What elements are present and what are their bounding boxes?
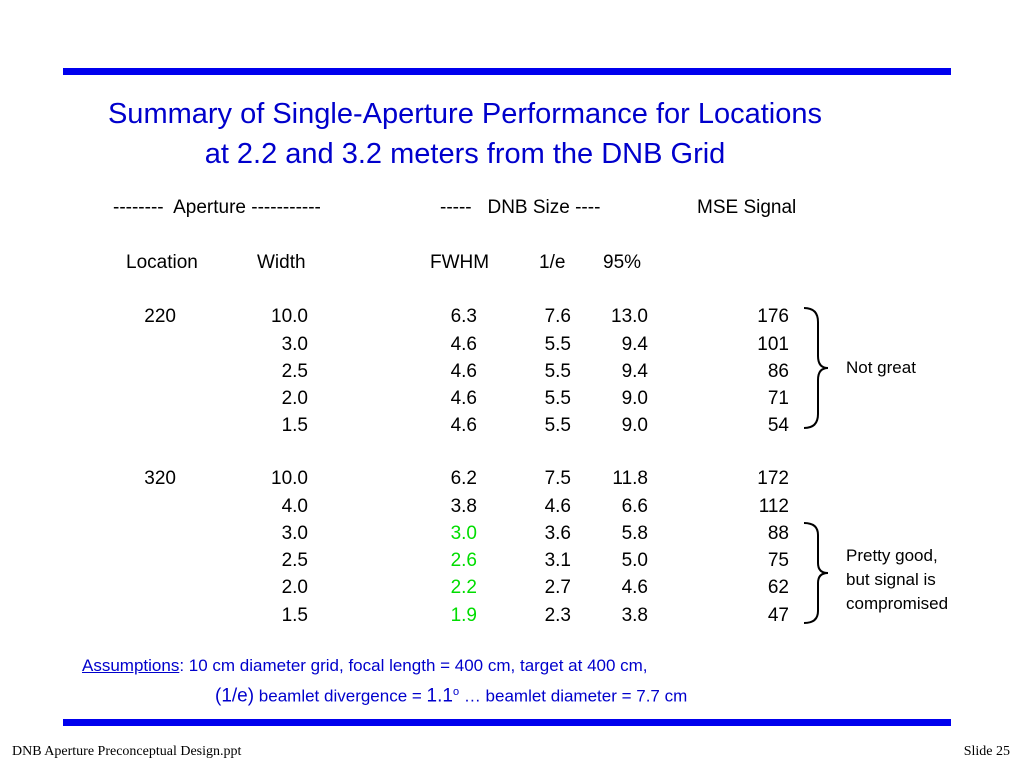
cell-mse: 101 (757, 334, 789, 355)
cell-p95: 11.8 (612, 468, 648, 489)
cell-fwhm: 4.6 (450, 415, 477, 436)
cell-mse: 47 (767, 605, 789, 626)
cell-fwhm: 2.2 (450, 577, 477, 598)
cell-width: 10.0 (271, 306, 308, 327)
cell-mse: 86 (767, 361, 789, 382)
cell-one-e: 5.5 (544, 361, 571, 382)
cell-width: 1.5 (281, 415, 308, 436)
cell-p95: 13.0 (611, 306, 648, 327)
col-header-1e: 1/e (539, 252, 566, 273)
cell-mse: 172 (757, 468, 789, 489)
assumptions-line-1: Assumptions: 10 cm diameter grid, focal … (82, 654, 648, 678)
cell-one-e: 2.7 (544, 577, 571, 598)
cell-fwhm: 4.6 (450, 361, 477, 382)
cell-fwhm: 3.8 (450, 496, 477, 517)
cell-fwhm: 2.6 (450, 550, 477, 571)
cell-p95: 5.8 (621, 523, 648, 544)
assumptions-text-2: beamlet divergence = (254, 686, 427, 706)
cell-width: 3.0 (281, 334, 308, 355)
cell-fwhm: 6.3 (450, 306, 477, 327)
header-mse-signal: MSE Signal (697, 197, 797, 218)
cell-fwhm: 1.9 (450, 605, 477, 626)
col-header-width: Width (257, 252, 306, 273)
cell-mse: 88 (767, 523, 789, 544)
slide-title: Summary of Single-Aperture Performance f… (0, 94, 930, 174)
cell-p95: 3.8 (621, 605, 648, 626)
cell-mse: 62 (767, 577, 789, 598)
cell-fwhm: 3.0 (450, 523, 477, 544)
header-aperture: -------- Aperture ----------- (113, 197, 321, 218)
cell-one-e: 7.5 (544, 468, 571, 489)
cell-fwhm: 4.6 (450, 388, 477, 409)
col-header-location: Location (126, 252, 198, 273)
cell-mse: 71 (767, 388, 789, 409)
assumptions-divergence-value: 1.1 (426, 685, 453, 707)
cell-one-e: 2.3 (544, 605, 571, 626)
assumptions-divergence-unit: (1/e) (215, 685, 255, 707)
cell-fwhm: 4.6 (450, 334, 477, 355)
cell-p95: 4.6 (621, 577, 648, 598)
header-dnb-size: ----- DNB Size ---- (440, 197, 601, 218)
title-line-1: Summary of Single-Aperture Performance f… (107, 98, 823, 130)
cell-one-e: 5.5 (544, 415, 571, 436)
cell-p95: 9.0 (621, 415, 648, 436)
cell-p95: 9.4 (621, 361, 648, 382)
brace-not-great (803, 307, 829, 429)
cell-width: 2.5 (281, 361, 308, 382)
col-header-fwhm: FWHM (430, 252, 490, 273)
assumptions-label: Assumptions (82, 656, 180, 675)
cell-p95: 5.0 (621, 550, 648, 571)
cell-mse: 112 (758, 496, 789, 517)
note-pretty-good: Pretty good, but signal is compromised (846, 544, 948, 616)
cell-one-e: 5.5 (544, 388, 571, 409)
cell-width: 2.0 (281, 388, 308, 409)
cell-width: 3.0 (281, 523, 308, 544)
cell-mse: 176 (757, 306, 789, 327)
assumptions-text-3: … beamlet diameter = 7.7 cm (459, 686, 688, 706)
cell-one-e: 3.1 (544, 550, 571, 571)
cell-one-e: 3.6 (544, 523, 571, 544)
footer-slide-number: Slide 25 (963, 744, 1010, 759)
cell-p95: 6.6 (621, 496, 648, 517)
cell-one-e: 7.6 (544, 306, 571, 327)
cell-fwhm: 6.2 (450, 468, 477, 489)
title-line-2: at 2.2 and 3.2 meters from the DNB Grid (204, 138, 726, 170)
top-rule (63, 68, 951, 75)
cell-width: 1.5 (281, 605, 308, 626)
assumptions-line-2: (1/e) beamlet divergence = 1.1o … beamle… (215, 680, 687, 709)
cell-width: 10.0 (271, 468, 308, 489)
note-pretty-good-line-3: compromised (846, 594, 949, 613)
cell-mse: 75 (767, 550, 789, 571)
note-pretty-good-line-2: but signal is (846, 570, 936, 589)
col-header-95: 95% (603, 252, 642, 273)
bottom-rule (63, 719, 951, 726)
cell-mse: 54 (767, 415, 789, 436)
cell-p95: 9.0 (621, 388, 648, 409)
cell-width: 4.0 (281, 496, 308, 517)
cell-one-e: 5.5 (544, 334, 571, 355)
brace-pretty-good (803, 522, 829, 624)
cell-p95: 9.4 (621, 334, 648, 355)
cell-one-e: 4.6 (544, 496, 571, 517)
footer-filename: DNB Aperture Preconceptual Design.ppt (12, 744, 242, 759)
cell-location: 220 (144, 306, 176, 327)
degree-symbol: o (452, 686, 460, 698)
cell-location: 320 (144, 468, 176, 489)
cell-width: 2.5 (281, 550, 308, 571)
cell-width: 2.0 (281, 577, 308, 598)
note-pretty-good-line-1: Pretty good, (846, 546, 938, 565)
assumptions-text-1: : 10 cm diameter grid, focal length = 40… (179, 656, 648, 675)
note-not-great: Not great (846, 358, 916, 377)
